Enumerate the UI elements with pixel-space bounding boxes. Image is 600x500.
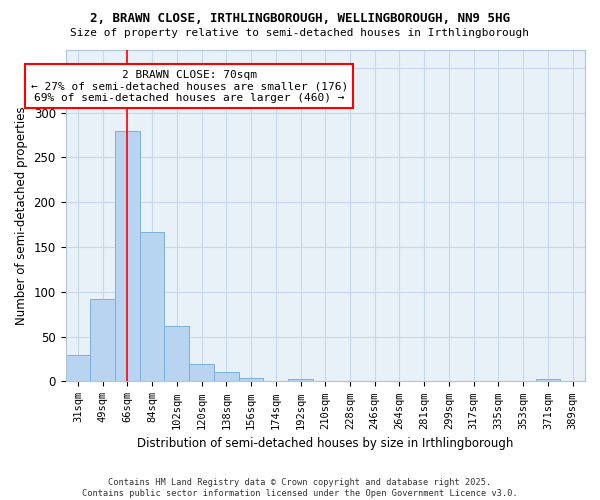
Text: Contains HM Land Registry data © Crown copyright and database right 2025.
Contai: Contains HM Land Registry data © Crown c… [82,478,518,498]
Bar [90,299,115,382]
Text: 2 BRAWN CLOSE: 70sqm
← 27% of semi-detached houses are smaller (176)
69% of semi: 2 BRAWN CLOSE: 70sqm ← 27% of semi-detac… [31,70,348,103]
Bar [288,379,313,382]
Bar [164,326,189,382]
Bar [214,372,239,382]
Bar [189,364,214,382]
Bar [140,232,164,382]
Y-axis label: Number of semi-detached properties: Number of semi-detached properties [15,106,28,325]
Bar [115,130,140,382]
Bar [239,378,263,382]
Bar [536,379,560,382]
Text: 2, BRAWN CLOSE, IRTHLINGBOROUGH, WELLINGBOROUGH, NN9 5HG: 2, BRAWN CLOSE, IRTHLINGBOROUGH, WELLING… [90,12,510,26]
Bar [65,354,90,382]
Text: Size of property relative to semi-detached houses in Irthlingborough: Size of property relative to semi-detach… [71,28,530,38]
X-axis label: Distribution of semi-detached houses by size in Irthlingborough: Distribution of semi-detached houses by … [137,437,514,450]
